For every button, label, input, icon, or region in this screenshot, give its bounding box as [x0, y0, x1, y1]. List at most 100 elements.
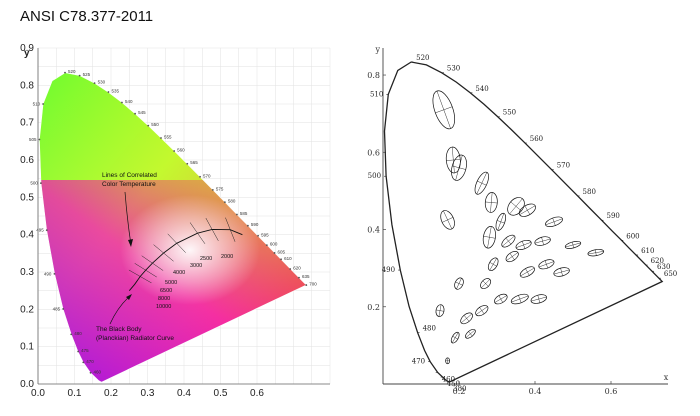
right-wavelength-label: 650 — [664, 270, 677, 278]
wavelength-tick-dot — [134, 112, 136, 115]
cct-isotherm — [189, 222, 206, 244]
left-wavelength-label: 535 — [111, 89, 119, 94]
left-y-tick-label: 0.5 — [20, 192, 34, 203]
left-wavelength-label: 460 — [94, 369, 102, 374]
cct-isotherm — [141, 255, 164, 271]
left-wavelength-label: 475 — [81, 348, 89, 353]
left-wavelength-label: 520 — [68, 69, 76, 74]
left-wavelength-label: 555 — [164, 134, 172, 139]
right-wavelength-label: 380 — [453, 385, 466, 393]
wavelength-tick-dot — [70, 333, 73, 336]
wavelength-tick-dot — [40, 182, 42, 185]
right-axes: 0.2 0.4 0.6 x 0.2 0.4 0.6 0.8 y — [367, 45, 668, 396]
right-x-axis-label: x — [664, 373, 669, 382]
macadam-ellipse — [530, 294, 547, 304]
right-y-tick-label: 0.4 — [367, 226, 380, 235]
right-wavelength-label: 570 — [557, 162, 570, 170]
left-wavelength-label: 580 — [228, 199, 236, 204]
right-x-tick-label: 0.4 — [529, 387, 542, 396]
left-wavelength-label: 590 — [251, 222, 259, 227]
macadam-ellipse — [545, 216, 563, 228]
wavelength-tick-dot — [186, 162, 189, 165]
left-wavelength-label: 545 — [138, 110, 146, 115]
right-y-tick-label: 0.8 — [367, 71, 380, 80]
wavelength-tick-dot — [305, 284, 308, 286]
macadam-ellipse — [518, 203, 536, 217]
cct-isotherm — [128, 269, 152, 284]
left-wavelength-label: 505 — [29, 137, 37, 142]
right-y-tick-label: 0.6 — [367, 148, 380, 157]
left-y-axis-label: y — [24, 48, 30, 59]
left-wavelength-label: 510 — [33, 102, 41, 107]
wavelength-tick-dot — [53, 272, 56, 275]
left-wavelength-label: 575 — [216, 186, 224, 191]
left-wavelength-label: 700 — [309, 282, 317, 287]
left-wavelength-label: 525 — [83, 72, 91, 77]
left-wavelength-label: 620 — [293, 266, 301, 271]
wavelength-tick-dot — [93, 82, 96, 84]
cct-isotherm — [167, 233, 186, 253]
wavelength-tick-dot — [199, 175, 201, 178]
right-wavelength-label: 460 — [442, 375, 455, 383]
cct-annotation-line2: Color Temperature — [102, 181, 156, 188]
wavelength-tick-dot — [273, 252, 276, 254]
left-wavelength-label: 500 — [30, 181, 38, 186]
left-spectral-locus — [39, 72, 307, 383]
cct-label: 5000 — [165, 280, 177, 286]
left-wavelength-label: 585 — [240, 211, 248, 216]
left-wavelength-label: 550 — [151, 122, 159, 127]
macadam-ellipse — [564, 241, 582, 249]
wavelength-tick-dot — [257, 234, 259, 237]
left-y-tick-label: 0.4 — [20, 230, 34, 241]
macadam-ellipse — [440, 210, 455, 230]
left-y-tick-label: 0.8 — [20, 80, 34, 91]
cct-label: 2500 — [200, 256, 212, 262]
right-wavelength-label: 600 — [626, 232, 639, 240]
cct-annotation-line1: Lines of Correlated — [102, 172, 157, 179]
page-title: ANSI C78.377-2011 — [20, 8, 154, 25]
right-x-tick-label: 0.2 — [453, 387, 466, 396]
macadam-ellipse — [480, 278, 492, 290]
macadam-ellipse — [474, 171, 489, 195]
cct-label: 4000 — [173, 270, 185, 276]
left-y-tick-label: 0.3 — [20, 267, 34, 278]
right-wavelength-label: 630 — [657, 263, 670, 271]
wavelength-tick-dot — [147, 124, 150, 127]
macadam-ellipse — [445, 146, 461, 174]
macadam-ellipse — [482, 226, 496, 249]
right-wavelength-label: 490 — [382, 266, 395, 274]
wavelength-tick-dot — [64, 71, 66, 74]
wavelength-tick-dot — [82, 361, 85, 364]
blackbody-annotation-line1: The Black Body — [96, 326, 142, 333]
left-y-tick-label: 0.7 — [20, 118, 34, 129]
right-wavelength-label: 510 — [370, 90, 383, 98]
macadam-ellipse — [487, 257, 499, 272]
right-wavelength-label: 470 — [412, 358, 425, 366]
wavelength-tick-dot — [38, 138, 41, 141]
macadam-ellipses — [432, 90, 605, 365]
left-wavelength-labels: 520 525 530 535 540 545 550 555 560 565 570 575 580 5… — [29, 69, 317, 374]
right-wavelength-label: 580 — [583, 188, 596, 196]
wavelength-tick-dot — [160, 137, 162, 139]
blackbody-arrow-head — [126, 294, 132, 300]
right-y-axis-label: y — [374, 45, 380, 54]
wavelength-tick-dot — [42, 103, 45, 105]
cct-arrow-head — [128, 239, 133, 247]
left-y-tick-label: 0.0 — [20, 379, 34, 390]
wavelength-tick-dot — [121, 101, 123, 104]
left-x-tick-label: 0.6 — [250, 388, 264, 399]
macadam-ellipse — [534, 236, 551, 246]
left-wavelength-label: 495 — [36, 228, 44, 233]
left-x-tick-label: 0.3 — [141, 388, 155, 399]
macadam-ellipse — [519, 266, 535, 278]
macadam-ellipse — [505, 251, 519, 263]
right-wavelength-label: 530 — [447, 65, 460, 73]
macadam-ellipse — [538, 259, 555, 270]
cct-isotherm — [225, 217, 236, 242]
left-y-tick-label: 0.1 — [20, 342, 34, 353]
cct-label: 6500 — [160, 288, 172, 294]
macadam-ellipse — [507, 197, 525, 216]
macadam-ellipse — [435, 304, 445, 317]
